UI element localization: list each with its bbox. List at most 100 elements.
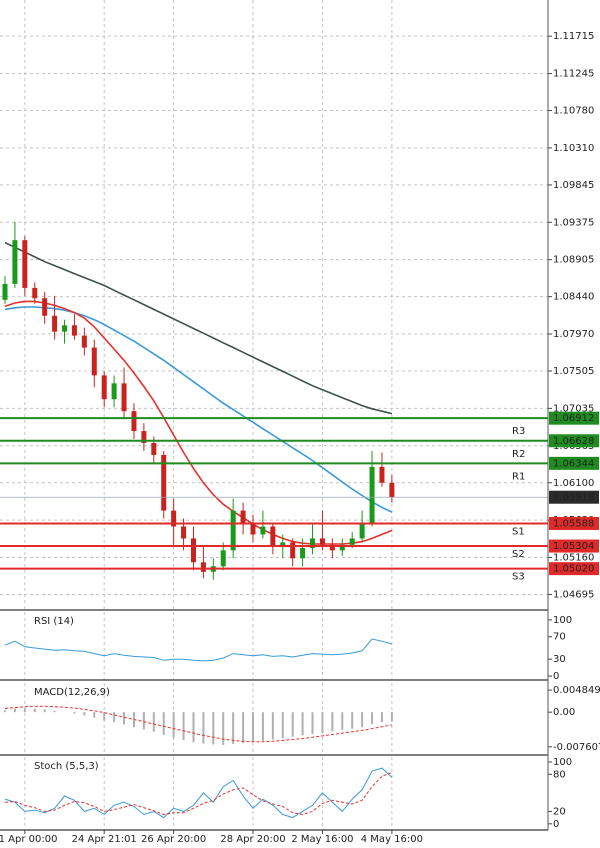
candle-body — [290, 542, 296, 559]
candle-body — [81, 335, 87, 348]
macd-bar — [281, 712, 284, 739]
candle-body — [141, 431, 147, 443]
y-tick-label: 1.08440 — [553, 292, 594, 303]
macd-bar — [361, 712, 364, 728]
macd-bar — [23, 708, 26, 713]
macd-bar — [53, 710, 56, 713]
macd-bar — [331, 712, 334, 732]
y-tick-label: 0 — [553, 819, 559, 830]
candle-body — [161, 454, 167, 511]
macd-bar — [321, 712, 324, 733]
macd-bar — [212, 712, 215, 745]
y-tick-label: 1.11245 — [553, 69, 594, 80]
macd-bar — [271, 712, 274, 740]
macd-bar — [380, 712, 383, 723]
macd-bar — [232, 712, 235, 745]
candle-body — [32, 287, 38, 299]
macd-bar — [291, 712, 294, 737]
panel-title: MACD(12,26,9) — [34, 687, 110, 698]
pivot-value: 1.06628 — [553, 436, 594, 447]
macd-bar — [93, 712, 96, 718]
current-price-label: 1.05918 — [553, 492, 594, 503]
candle-body — [260, 526, 266, 535]
candle-body — [2, 283, 8, 300]
macd-bar — [152, 712, 155, 732]
y-tick-label: -0.007607 — [553, 742, 600, 753]
macd-bar — [261, 712, 264, 741]
macd-bar — [222, 712, 225, 745]
pivot-name: R3 — [512, 426, 525, 437]
y-tick-label: 100 — [553, 757, 572, 768]
pivot-box — [549, 516, 599, 530]
pivot-box — [549, 411, 599, 425]
current-price-box — [549, 490, 599, 504]
macd-bar — [13, 708, 16, 713]
candle-body — [91, 347, 97, 376]
x-tick-label: 2 May 16:00 — [291, 834, 353, 845]
candle-body — [329, 544, 335, 551]
macd-bar — [252, 712, 254, 743]
y-tick-label: 1.08905 — [553, 255, 594, 266]
y-tick-label: 1.06100 — [553, 478, 594, 489]
x-tick-label: 24 Apr 21:01 — [72, 834, 137, 845]
pivot-value: 1.06344 — [553, 458, 594, 469]
y-tick-label: 1.07035 — [553, 403, 594, 414]
candle-body — [369, 466, 375, 523]
candle-body — [339, 544, 345, 551]
candle-body — [181, 526, 187, 539]
candle-body — [151, 442, 157, 455]
y-tick-label: 1.09375 — [553, 217, 594, 228]
y-tick-label: 0 — [553, 671, 559, 682]
candle-body — [389, 482, 395, 498]
stoch-line — [4, 767, 393, 819]
macd-bar — [172, 712, 175, 738]
macd-bar — [123, 712, 126, 725]
candle-body — [42, 298, 48, 316]
pivot-value: 1.06912 — [553, 413, 594, 424]
y-tick-label: 1.10310 — [553, 143, 594, 154]
candle-body — [62, 325, 68, 332]
macd-bar — [301, 712, 304, 736]
candle-body — [171, 510, 177, 527]
candle-body — [359, 522, 365, 539]
candle-body — [310, 538, 316, 548]
candle-body — [22, 240, 28, 288]
y-tick-label: 20 — [553, 806, 566, 817]
pivot-value: 1.05588 — [553, 518, 594, 529]
y-tick-label: 1.05160 — [553, 553, 594, 564]
y-tick-label: 1.04695 — [553, 589, 594, 600]
macd-bar — [192, 712, 195, 743]
y-tick-label: 1.10780 — [553, 106, 594, 117]
x-tick-label: 21 Apr 00:00 — [0, 834, 57, 845]
macd-bar — [142, 712, 145, 730]
pivot-box — [549, 434, 599, 448]
y-tick-label: 30 — [553, 654, 566, 665]
y-tick-label: 100 — [553, 615, 572, 626]
macd-bar — [113, 712, 116, 723]
y-tick-label: 1.07505 — [553, 366, 594, 377]
candle-body — [121, 383, 127, 412]
macd-bar — [83, 712, 86, 716]
pivot-box — [549, 562, 599, 576]
macd-bar — [341, 712, 344, 730]
moving-average — [4, 300, 393, 545]
pivot-value: 1.05304 — [553, 541, 594, 552]
macd-bar — [43, 709, 46, 713]
candle-body — [101, 375, 107, 400]
y-tick-label: 0.00 — [553, 707, 575, 718]
panel-title: Stoch (5,5,3) — [34, 761, 99, 772]
candle-body — [220, 550, 226, 567]
macd-bar — [103, 712, 106, 721]
candle-body — [240, 510, 246, 523]
pivot-name: R1 — [512, 471, 525, 482]
rsi-line — [4, 638, 393, 662]
pivot-name: S3 — [512, 572, 525, 583]
pivot-box — [549, 539, 599, 553]
pivot-value: 1.05020 — [553, 564, 594, 575]
candle-body — [230, 510, 236, 551]
pivot-box — [549, 456, 599, 470]
macd-bar — [202, 712, 205, 744]
